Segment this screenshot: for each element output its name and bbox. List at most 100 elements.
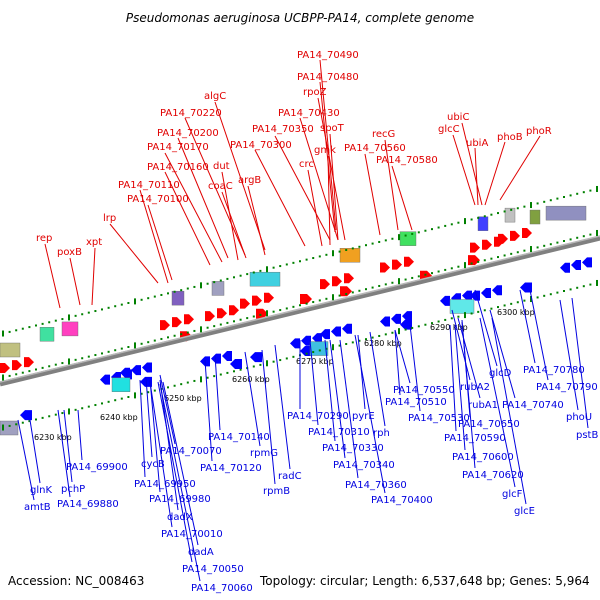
gene-label[interactable]: ubiA <box>466 138 488 149</box>
gene-label[interactable]: pchP <box>61 484 85 495</box>
gene-label[interactable]: rpmG <box>250 448 278 459</box>
tick-mark <box>325 297 328 300</box>
forward-gene-arrow <box>498 233 508 244</box>
gene-label[interactable]: PA14_70530 <box>408 413 470 424</box>
gene-label[interactable]: rpoZ <box>303 87 327 98</box>
gene-label[interactable]: PA14_70790 <box>536 382 598 393</box>
tick-mark <box>345 249 348 252</box>
gene-label[interactable]: PA14_70430 <box>278 108 340 119</box>
leader-line <box>145 377 153 458</box>
leader-line <box>254 149 306 247</box>
gene-label[interactable]: PA14_70330 <box>322 443 384 454</box>
gene-label[interactable]: PA14_70650 <box>458 419 520 430</box>
gene-label[interactable]: gmk <box>314 145 336 156</box>
gene-label[interactable]: phoB <box>497 132 523 143</box>
gene-label[interactable]: glcF <box>502 489 523 500</box>
gene-label[interactable]: dadA <box>188 547 214 558</box>
gene-label[interactable]: poxB <box>57 247 82 258</box>
gene-label[interactable]: PA14_70110 <box>118 180 180 191</box>
gene-label[interactable]: coaC <box>208 181 233 192</box>
gene-label[interactable]: rubA1 <box>468 400 498 411</box>
gene-label[interactable]: PA14_70220 <box>160 108 222 119</box>
gene-label[interactable]: radC <box>278 471 302 482</box>
tick-mark <box>226 371 229 374</box>
tick-mark <box>239 368 242 371</box>
tick-mark <box>140 298 143 301</box>
gene-label[interactable]: cycB <box>141 459 165 470</box>
gene-label[interactable]: PA14_69950 <box>134 479 196 490</box>
gene-feature-box <box>211 281 225 296</box>
gene-label[interactable]: PA14_70360 <box>345 480 407 491</box>
forward-gene-arrow <box>205 311 215 322</box>
gene-label[interactable]: amtB <box>24 502 51 513</box>
gene-label[interactable]: phoR <box>526 126 552 137</box>
gene-label[interactable]: PA14_70140 <box>208 432 270 443</box>
gene-label[interactable]: glcE <box>514 506 535 517</box>
tick-mark <box>365 244 367 247</box>
gene-label[interactable]: rubA2 <box>460 382 490 393</box>
gene-label[interactable]: PA14_70010 <box>161 529 223 540</box>
gene-label[interactable]: PA14_70340 <box>333 460 395 471</box>
gene-label[interactable]: crc <box>299 159 314 170</box>
gene-label[interactable]: dadX <box>167 512 193 523</box>
gene-label[interactable]: PA14_70060 <box>191 583 253 594</box>
gene-label[interactable]: PA14_70510 <box>385 397 447 408</box>
gene-label[interactable]: PA14_70550 <box>393 385 455 396</box>
gene-label[interactable]: PA14_70490 <box>297 50 359 61</box>
gene-label[interactable]: PA14_70070 <box>160 446 222 457</box>
tick-mark <box>87 311 90 314</box>
gene-label[interactable]: PA14_70560 <box>344 143 406 154</box>
gene-label[interactable]: glcD <box>489 368 512 379</box>
gene-label[interactable]: PA14_69900 <box>66 462 128 473</box>
forward-gene-arrow <box>217 308 227 319</box>
gene-label[interactable]: PA14_70350 <box>252 124 314 135</box>
gene-label[interactable]: PA14_69880 <box>57 499 119 510</box>
gene-label[interactable]: PA14_70780 <box>523 365 585 376</box>
gene-label[interactable]: PA14_70620 <box>462 470 524 481</box>
gene-label[interactable]: PA14_70600 <box>452 452 514 463</box>
gene-label[interactable]: PA14_70160 <box>147 162 209 173</box>
leader-line <box>159 383 201 582</box>
gene-label[interactable]: PA14_70480 <box>297 72 359 83</box>
tick-mark <box>147 341 150 344</box>
gene-label[interactable]: PA14_70120 <box>200 463 262 474</box>
gene-label[interactable]: rep <box>36 233 52 244</box>
gene-label[interactable]: PA14_70740 <box>502 400 564 411</box>
tick-mark <box>450 267 453 270</box>
tick-mark <box>2 424 4 431</box>
gene-label[interactable]: pyrE <box>352 411 375 422</box>
tick-mark <box>431 272 433 275</box>
tick-mark <box>140 392 143 395</box>
gene-label[interactable]: algC <box>204 91 226 102</box>
gene-label[interactable]: pstB <box>576 430 598 441</box>
gene-label[interactable]: PA14_70170 <box>147 142 209 153</box>
gene-label[interactable]: PA14_70290 <box>287 411 349 422</box>
tick-mark <box>549 293 552 296</box>
gene-label[interactable]: ubiC <box>447 112 469 123</box>
gene-label[interactable]: glcC <box>438 124 460 135</box>
tick-mark <box>239 318 242 321</box>
tick-mark <box>28 326 31 329</box>
gene-label[interactable]: PA14_70580 <box>376 155 438 166</box>
gene-label[interactable]: PA14_70300 <box>230 140 292 151</box>
gene-label[interactable]: PA14_70050 <box>182 564 244 575</box>
gene-label[interactable]: PA14_70590 <box>444 433 506 444</box>
gene-label[interactable]: phoU <box>566 412 592 423</box>
gene-label[interactable]: lrp <box>103 213 116 224</box>
gene-label[interactable]: xpt <box>86 237 102 248</box>
gene-label[interactable]: PA14_70100 <box>127 194 189 205</box>
gene-label[interactable]: rph <box>373 428 390 439</box>
gene-label[interactable]: recG <box>372 129 395 140</box>
gene-label[interactable]: PA14_70310 <box>308 427 370 438</box>
gene-label[interactable]: PA14_70200 <box>157 128 219 139</box>
leader-line <box>357 334 366 410</box>
gene-label[interactable]: argB <box>238 175 261 186</box>
reverse-gene-arrow <box>131 365 141 376</box>
gene-label[interactable]: spoT <box>320 123 345 134</box>
gene-label[interactable]: rpmB <box>263 486 290 497</box>
gene-label[interactable]: PA14_69980 <box>149 494 211 505</box>
forward-gene-arrow <box>320 279 330 290</box>
gene-label[interactable]: PA14_70400 <box>371 495 433 506</box>
gene-label[interactable]: glnK <box>30 485 52 496</box>
gene-label[interactable]: dut <box>213 161 230 172</box>
